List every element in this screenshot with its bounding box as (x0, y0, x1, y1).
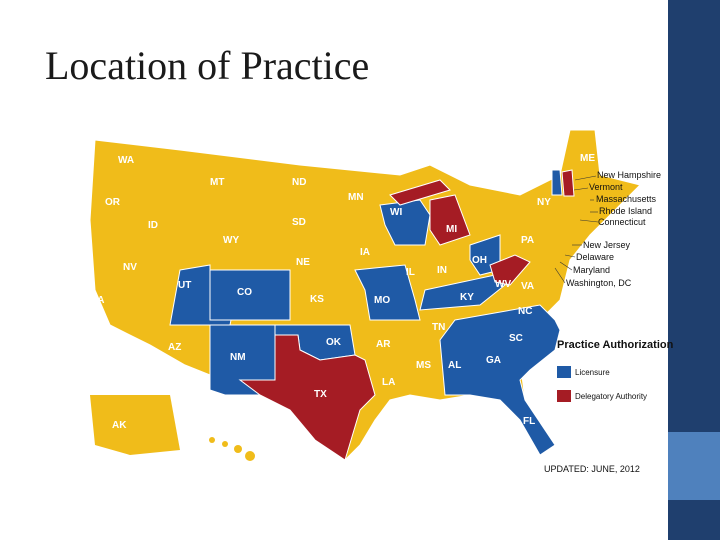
callout-label: Washington, DC (566, 278, 632, 288)
licensure-states (169, 169, 563, 456)
legend-label: Licensure (575, 368, 610, 377)
legend-swatch (557, 366, 571, 378)
state-label: GA (486, 355, 501, 366)
state-label: TX (314, 389, 327, 400)
legend-label: Delegatory Authority (575, 392, 647, 401)
legend-swatch (557, 390, 571, 402)
state-label: WY (223, 235, 239, 246)
callout-label: Vermont (589, 182, 623, 192)
state-label: IL (406, 267, 415, 278)
state-label: MI (446, 224, 457, 235)
legend-title: Practice Authorization (557, 339, 674, 351)
callout-label: New Hampshire (597, 170, 661, 180)
state-label: AR (376, 339, 391, 350)
callout-label: New Jersey (583, 240, 631, 250)
alaska (90, 395, 180, 455)
slide-title: Location of Practice (45, 43, 370, 88)
state-label: OH (472, 255, 487, 266)
state-label: NV (123, 262, 137, 273)
side-accent (668, 432, 720, 500)
state-label: VA (521, 281, 534, 292)
state-label: NE (296, 257, 310, 268)
state-label: UT (178, 280, 191, 291)
state-label: MN (348, 192, 364, 203)
callout-label: Delaware (576, 252, 614, 262)
state-label: OK (326, 337, 342, 348)
state-label: LA (382, 377, 395, 388)
state-label: IN (437, 265, 447, 276)
state-label: TN (432, 322, 445, 333)
state-label: AL (448, 360, 461, 371)
state-label: SC (509, 333, 523, 344)
state-label: KY (460, 292, 474, 303)
state-label: AK (112, 420, 127, 431)
state-label: FL (523, 416, 535, 427)
state-label: PA (521, 235, 534, 246)
state-label: MS (416, 360, 431, 371)
state-label: HI (208, 446, 218, 457)
callout-label: Rhode Island (599, 206, 652, 216)
state-label: CA (90, 295, 104, 306)
state-label: MO (374, 295, 390, 306)
state-label: ID (148, 220, 158, 231)
state-label: ME (580, 153, 595, 164)
callout-label: Connecticut (598, 217, 646, 227)
state-label: WA (118, 155, 134, 166)
state-label: MT (210, 177, 224, 188)
state-label: OR (105, 197, 121, 208)
state-label: CO (237, 287, 252, 298)
state-label: SD (292, 217, 306, 228)
state-label: AZ (168, 342, 181, 353)
state-label: NM (230, 352, 246, 363)
delegatory-states (238, 169, 575, 461)
state-label: KS (310, 294, 324, 305)
state-label: IA (360, 247, 370, 258)
state-label: WV (495, 279, 511, 290)
state-label: NC (518, 306, 532, 317)
footnote: UPDATED: JUNE, 2012 (544, 464, 640, 474)
hawaii (209, 437, 255, 461)
callout-label: Massachusetts (596, 194, 657, 204)
callout-lines (554, 175, 599, 284)
callout-label: Maryland (573, 265, 610, 275)
state-label: WI (390, 207, 402, 218)
state-label: ND (292, 177, 306, 188)
state-label: NY (537, 197, 551, 208)
